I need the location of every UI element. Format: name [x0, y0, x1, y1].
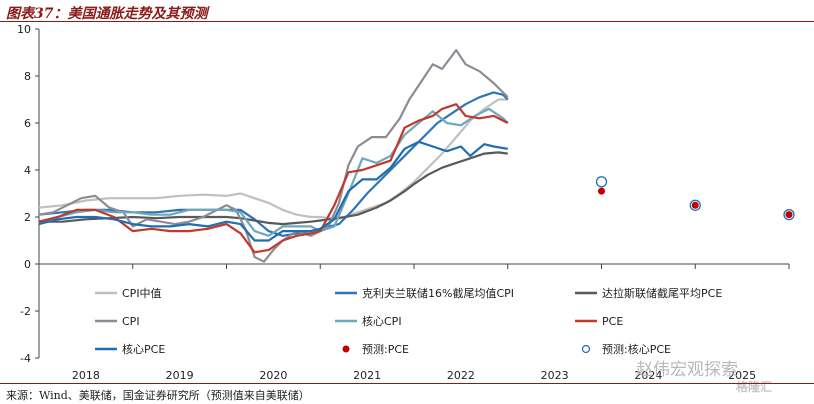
legend-label: PCE [602, 315, 623, 328]
x-tick-label: 2023 [541, 369, 569, 382]
forecast-marker-filled [598, 187, 605, 195]
series-line-2 [39, 151, 508, 226]
legend-label: 克利夫兰联储16%截尾均值CPI [362, 286, 514, 300]
series-line-3 [38, 49, 509, 263]
series-line-0 [38, 98, 508, 220]
legend-label: CPI中值 [122, 287, 162, 300]
y-tick-label: 6 [24, 117, 31, 130]
legend-label: 预测:核心PCE [602, 342, 671, 356]
forecast-marker-hollow [595, 176, 608, 188]
figure-title: 图表37：美国通胀走势及其预测 [6, 6, 208, 22]
source-note: 来源：Wind、美联储，国金证券研究所（预测值来自美联储） [6, 389, 310, 402]
y-tick-label: -4 [20, 352, 31, 365]
x-tick-label: 2022 [447, 369, 475, 382]
legend-label: 达拉斯联储截尾平均PCE [602, 286, 722, 300]
legend-label: 核心CPI [362, 314, 402, 328]
x-tick-label: 2021 [353, 369, 381, 382]
y-tick-label: 10 [17, 23, 31, 36]
legend-label: CPI [122, 315, 140, 328]
x-tick-label: 2020 [259, 369, 287, 382]
legend-marker-filled [342, 345, 350, 353]
series-line-6 [38, 140, 508, 242]
series-line-5 [38, 103, 509, 254]
forecast-marker-filled [691, 201, 699, 209]
y-tick-label: 4 [24, 164, 31, 177]
legend-marker-hollow [581, 344, 591, 354]
line-chart: -4 -2 0 2 4 6 8 10 2018 2019 2020 2021 2022 2023 2024 2… [17, 23, 795, 382]
forecast-marker-filled [785, 211, 793, 219]
legend-label: 核心PCE [122, 342, 165, 356]
y-tick-label: 8 [24, 70, 31, 83]
x-tick-label: 2019 [166, 369, 194, 382]
watermark-text: 赵伟宏观探索 [636, 360, 738, 380]
bottom-rule [0, 383, 814, 384]
legend-label: 预测:PCE [362, 343, 409, 356]
y-tick-label: 0 [24, 258, 31, 271]
title-rule [0, 21, 814, 22]
x-tick-label: 2024 [634, 369, 662, 382]
x-tick-label: 2025 [728, 369, 756, 382]
y-tick-label: -2 [20, 305, 31, 318]
x-tick-label: 2018 [72, 369, 100, 382]
watermark-logo-text: 格隆汇 [736, 380, 773, 394]
series-line-4 [38, 107, 509, 237]
y-tick-label: 2 [24, 211, 31, 224]
